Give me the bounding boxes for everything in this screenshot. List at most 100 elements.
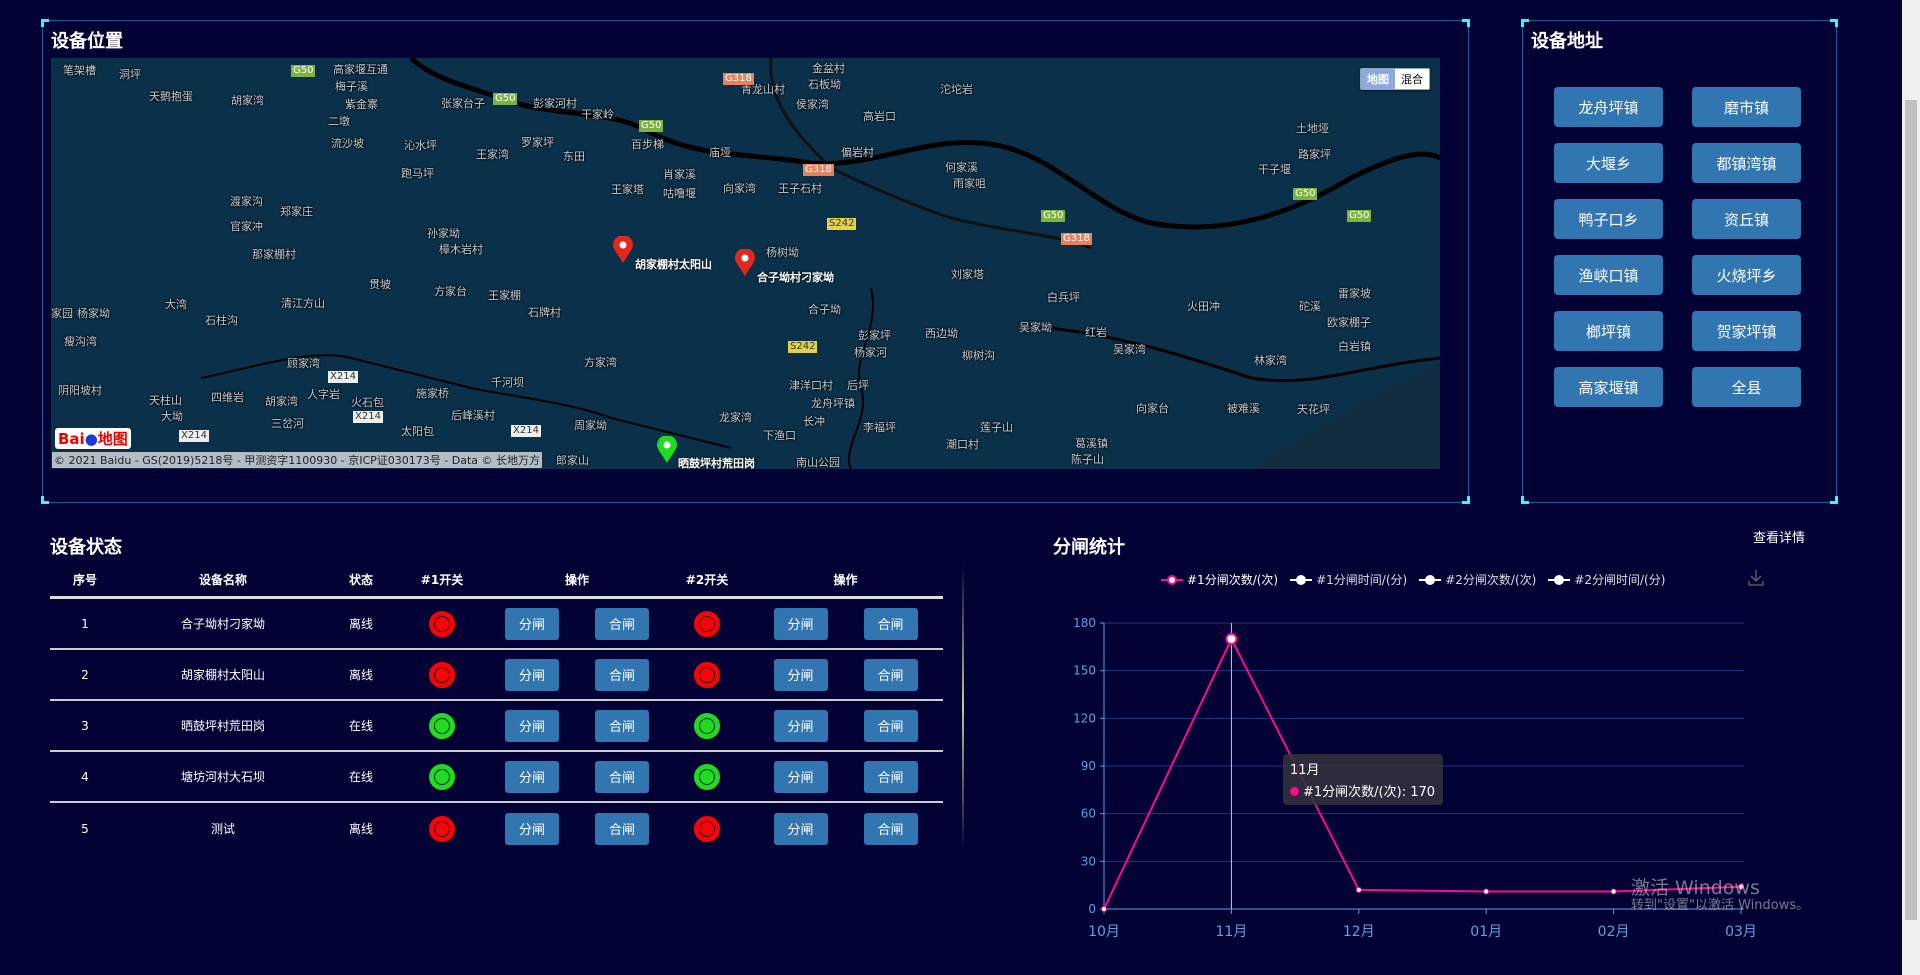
town-button[interactable]: 都镇湾镇 [1692,143,1801,183]
map-place-label: 干子堰 [1258,163,1291,176]
legend-item[interactable]: #2分闸次数/(次) [1419,571,1536,588]
town-button[interactable]: 鸭子口乡 [1554,199,1663,239]
road-shield: G318 [803,164,834,176]
open-switch1-button[interactable]: 分闸 [505,709,559,742]
view-details-link[interactable]: 查看详情 [1753,531,1806,546]
map-place-label: 雷家坡 [1338,287,1371,300]
map-view[interactable]: 笔架槽 洞坪 天鹅抱蛋 胡家湾 高家堰互通 梅子溪 紫金寨 张家台子 彭家河村 干家岭 二墩 青龙山村… [51,58,1440,469]
switch1-indicator-icon [429,712,455,739]
x-tick-label: 03月 [1725,924,1757,940]
location-pin-icon[interactable] [656,436,678,464]
marker-label: 合子坳村刁家坳 [757,271,834,284]
row-no: 5 [81,821,89,836]
header-status: 状态 [348,573,373,587]
close-switch1-button[interactable]: 合闸 [595,658,649,691]
town-button[interactable]: 榔坪镇 [1554,311,1663,351]
legend-item[interactable]: #1分闸时间/(分) [1290,571,1407,588]
map-type-map-button[interactable]: 地图 [1361,69,1395,89]
table-row: 1 合子坳村刁家坳 离线 分闸 合闸 分闸 合闸 [50,599,943,650]
y-tick-label: 120 [1073,711,1096,725]
data-point [1738,883,1744,890]
open-switch1-button[interactable]: 分闸 [505,658,559,691]
corner-decoration [1830,496,1838,504]
map-place-label: 偏岩村 [841,146,874,159]
data-point [1225,632,1238,645]
map-place-label: 跑马坪 [401,167,434,180]
map-place-label: 林家湾 [1254,354,1287,367]
map-place-label: 东田 [563,150,585,163]
map-place-label: 土地垭 [1296,122,1329,135]
map-place-label: 笔架槽 [63,64,96,77]
map-place-label: 何家溪 [945,161,978,174]
map-place-label: 后峰溪村 [451,409,495,422]
close-switch1-button[interactable]: 合闸 [595,607,649,640]
switch1-indicator-icon [429,661,455,688]
town-button[interactable]: 资丘镇 [1692,199,1801,239]
table-row: 5 测试 离线 分闸 合闸 分闸 合闸 [50,803,943,854]
open-switch2-button[interactable]: 分闸 [773,709,828,742]
map-place-label: 郎家山 [556,454,589,467]
watermark-line2: 转到"设置"以激活 Windows。 [1631,897,1810,913]
table-body: 1 合子坳村刁家坳 离线 分闸 合闸 分闸 合闸 2 胡家棚村太阳山 离线 分闸 合闸 … [50,599,943,854]
close-switch2-button[interactable]: 合闸 [863,709,918,742]
town-button[interactable]: 磨市镇 [1692,87,1801,127]
legend-item[interactable]: #2分闸时间/(分) [1548,571,1665,588]
map-place-label: 天柱山 [149,394,182,407]
legend-item[interactable]: #1分闸次数/(次) [1161,571,1278,588]
switch2-indicator-icon [694,610,720,637]
town-button[interactable]: 龙舟坪镇 [1554,87,1663,127]
device-location-panel: 设备位置 [41,19,1470,504]
open-switch2-button[interactable]: 分闸 [773,760,828,793]
open-switch2-button[interactable]: 分闸 [773,658,828,691]
open-switch2-button[interactable]: 分闸 [773,607,828,640]
road-shield: G50 [1347,210,1372,222]
x-tick-label: 10月 [1088,924,1120,940]
road-shield: G318 [1061,233,1092,245]
page-scrollbar[interactable] [1902,0,1920,975]
map-type-hybrid-button[interactable]: 混合 [1395,69,1429,89]
close-switch2-button[interactable]: 合闸 [863,607,918,640]
map-place-label: 莲子山 [980,421,1013,434]
map-place-label: 砣溪 [1299,300,1321,313]
map-place-label: 三岔河 [271,417,304,430]
map-place-label: 那家棚村 [252,248,296,261]
close-switch1-button[interactable]: 合闸 [595,812,649,845]
open-switch1-button[interactable]: 分闸 [505,812,559,845]
town-button[interactable]: 高家堰镇 [1554,367,1663,407]
map-place-label: 后坪 [847,379,869,392]
road-shield: X214 [328,371,358,383]
location-pin-icon[interactable] [734,249,756,277]
map-place-label: 青龙山村 [741,83,785,96]
map-place-label: 太阳包 [401,425,434,438]
town-button[interactable]: 渔峡口镇 [1554,255,1663,295]
corner-decoration [1462,19,1470,27]
road-shield: G50 [493,93,518,105]
x-tick-label: 02月 [1598,924,1630,940]
legend-label: #1分闸时间/(分) [1316,573,1408,587]
device-status: 离线 [348,668,373,682]
close-switch2-button[interactable]: 合闸 [863,760,918,793]
open-switch1-button[interactable]: 分闸 [505,760,559,793]
open-switch1-button[interactable]: 分闸 [505,607,559,640]
town-button[interactable]: 贺家坪镇 [1692,311,1801,351]
map-place-label: 梅子溪 [335,80,368,93]
row-no: 3 [81,718,89,733]
map-place-label: 向家湾 [723,182,756,195]
town-button[interactable]: 大堰乡 [1554,143,1663,183]
download-icon[interactable] [1748,569,1764,587]
open-switch2-button[interactable]: 分闸 [773,812,828,845]
y-tick-label: 180 [1073,616,1096,630]
scrollbar-thumb[interactable] [1905,100,1917,920]
map-place-label: 长冲 [803,415,825,428]
legend-marker-icon [1548,573,1571,587]
close-switch1-button[interactable]: 合闸 [595,709,649,742]
close-switch2-button[interactable]: 合闸 [863,658,918,691]
town-button[interactable]: 全县 [1692,367,1801,407]
close-switch1-button[interactable]: 合闸 [595,760,649,793]
map-place-label: 火田冲 [1187,300,1220,313]
map-place-label: 金盆村 [812,62,845,75]
switch1-indicator-icon [429,610,455,637]
town-button[interactable]: 火烧坪乡 [1692,255,1801,295]
close-switch2-button[interactable]: 合闸 [863,812,918,845]
location-pin-icon[interactable] [612,236,634,264]
